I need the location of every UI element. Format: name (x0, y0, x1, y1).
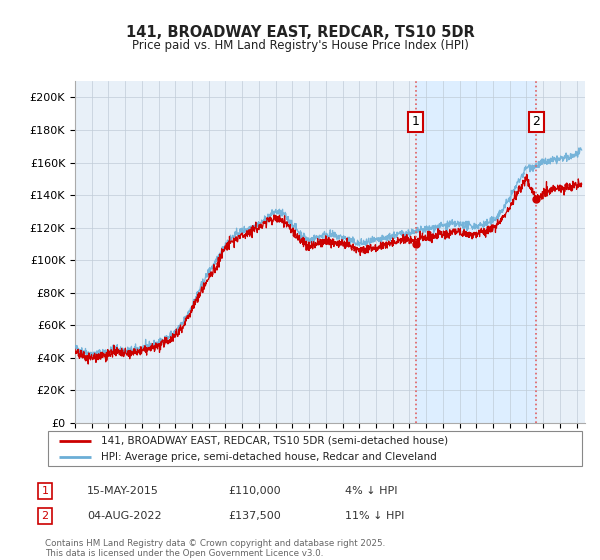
Text: 141, BROADWAY EAST, REDCAR, TS10 5DR (semi-detached house): 141, BROADWAY EAST, REDCAR, TS10 5DR (se… (101, 436, 449, 446)
Text: 04-AUG-2022: 04-AUG-2022 (87, 511, 161, 521)
Text: 4% ↓ HPI: 4% ↓ HPI (345, 486, 398, 496)
Text: 1: 1 (41, 486, 49, 496)
Text: Contains HM Land Registry data © Crown copyright and database right 2025.
This d: Contains HM Land Registry data © Crown c… (45, 539, 385, 558)
Text: 11% ↓ HPI: 11% ↓ HPI (345, 511, 404, 521)
FancyBboxPatch shape (48, 431, 582, 466)
Text: 1: 1 (412, 115, 419, 128)
Text: 2: 2 (41, 511, 49, 521)
Text: 15-MAY-2015: 15-MAY-2015 (87, 486, 159, 496)
Text: HPI: Average price, semi-detached house, Redcar and Cleveland: HPI: Average price, semi-detached house,… (101, 451, 437, 461)
Bar (416, 81, 536, 423)
Text: 141, BROADWAY EAST, REDCAR, TS10 5DR: 141, BROADWAY EAST, REDCAR, TS10 5DR (125, 25, 475, 40)
Text: £137,500: £137,500 (228, 511, 281, 521)
Text: £110,000: £110,000 (228, 486, 281, 496)
Text: 2: 2 (532, 115, 540, 128)
Text: Price paid vs. HM Land Registry's House Price Index (HPI): Price paid vs. HM Land Registry's House … (131, 39, 469, 53)
